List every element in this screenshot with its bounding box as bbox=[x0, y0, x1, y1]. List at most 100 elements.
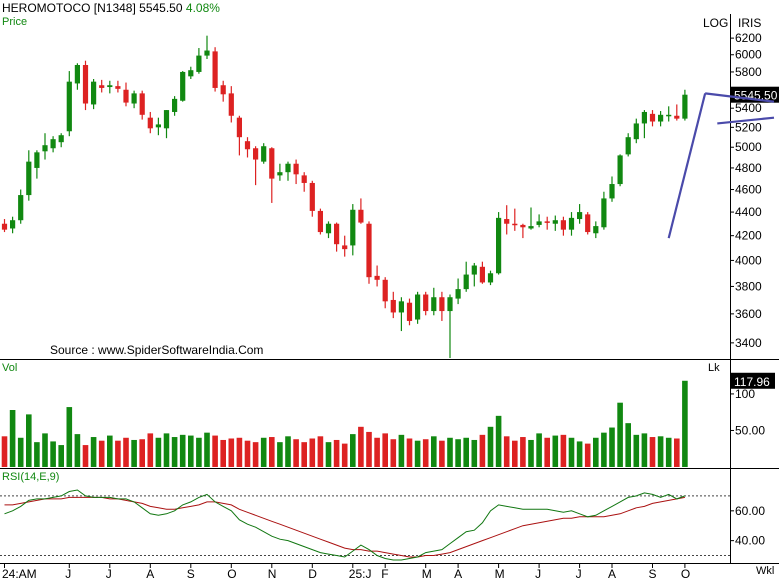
volume-bar bbox=[325, 442, 332, 467]
month-tick-label: O bbox=[227, 567, 236, 581]
candle-down bbox=[382, 279, 388, 302]
candle-up bbox=[325, 223, 332, 234]
candle-down bbox=[317, 210, 323, 233]
volume-bar bbox=[147, 433, 154, 467]
month-tick-label: S bbox=[187, 567, 195, 581]
candle-up bbox=[172, 98, 178, 112]
volume-bar bbox=[657, 436, 664, 467]
volume-bar bbox=[82, 445, 89, 467]
candle-down bbox=[301, 175, 307, 183]
volume-bar bbox=[42, 433, 48, 467]
candle-up bbox=[682, 94, 688, 119]
volume-bar bbox=[479, 434, 486, 467]
volume-bar bbox=[139, 439, 145, 467]
candle-down bbox=[115, 86, 121, 89]
volume-bar bbox=[301, 442, 307, 467]
timeframe-label[interactable]: Wkl bbox=[756, 565, 775, 577]
change-pct-label: 4.08% bbox=[185, 1, 220, 15]
volume-bar bbox=[204, 432, 210, 467]
candle-up bbox=[666, 114, 672, 117]
candle-up bbox=[50, 139, 56, 149]
volume-bar bbox=[155, 437, 162, 467]
candle-down bbox=[358, 209, 364, 223]
trendline bbox=[717, 116, 775, 125]
volume-bar bbox=[220, 439, 226, 467]
candle-down bbox=[366, 223, 372, 278]
volume-bar bbox=[90, 437, 97, 467]
volume-bar bbox=[601, 432, 607, 467]
candle-up bbox=[455, 289, 461, 299]
volume-bar bbox=[674, 438, 680, 467]
month-tick-label: F bbox=[381, 567, 388, 581]
price-tick-label: 3800 bbox=[735, 279, 762, 293]
rsi-panel-label: RSI(14,E,9) bbox=[2, 471, 60, 483]
volume-bar bbox=[58, 445, 64, 467]
candle-up bbox=[285, 163, 291, 173]
candle-down bbox=[374, 275, 380, 280]
volume-bar bbox=[390, 439, 397, 467]
volume-tick-label: 100 bbox=[735, 387, 755, 401]
volume-bar bbox=[528, 439, 534, 467]
iris-label[interactable]: IRIS bbox=[738, 16, 762, 30]
volume-bar bbox=[188, 435, 194, 467]
candle-up bbox=[471, 265, 477, 275]
volume-bar bbox=[665, 437, 672, 467]
candle-down bbox=[253, 148, 259, 160]
volume-bar bbox=[471, 439, 478, 467]
candle-down bbox=[269, 148, 275, 179]
log-scale-label[interactable]: LOG bbox=[703, 16, 729, 30]
price-tick-label: 4200 bbox=[735, 229, 762, 243]
price-tick-label: 4800 bbox=[735, 161, 762, 175]
volume-bar bbox=[682, 380, 688, 467]
volume-bar bbox=[131, 439, 137, 467]
candle-down bbox=[423, 294, 429, 312]
volume-bar bbox=[576, 441, 583, 467]
volume-bar bbox=[9, 410, 16, 467]
candle-down bbox=[236, 117, 242, 138]
volume-bar bbox=[584, 443, 591, 467]
candle-up bbox=[568, 217, 575, 230]
candle-up bbox=[641, 111, 647, 124]
candle-up bbox=[398, 301, 404, 313]
candle-up bbox=[552, 220, 558, 224]
candle-up bbox=[431, 297, 437, 312]
month-tick-label: J bbox=[576, 567, 582, 581]
price-tick-label: 3600 bbox=[735, 307, 762, 321]
volume-bar bbox=[123, 437, 129, 467]
month-tick-label: A bbox=[454, 567, 462, 581]
last-volume-label: 117.96 bbox=[734, 375, 770, 389]
volume-bar bbox=[358, 426, 364, 467]
candle-down bbox=[585, 214, 591, 233]
volume-bar bbox=[552, 435, 559, 467]
volume-bar bbox=[625, 423, 631, 467]
candle-down bbox=[560, 220, 566, 230]
month-tick-label: 24:AM bbox=[2, 567, 37, 581]
symbol-label: HEROMOTOCO [N1348] bbox=[2, 1, 136, 15]
month-tick-label: 25:J bbox=[349, 567, 372, 581]
volume-bar bbox=[107, 435, 113, 467]
trendline bbox=[705, 92, 775, 103]
candle-up bbox=[617, 155, 623, 185]
candle-down bbox=[390, 299, 396, 313]
candle-down bbox=[293, 163, 299, 175]
volume-bar bbox=[252, 442, 259, 467]
volume-bar bbox=[520, 437, 526, 467]
candle-up bbox=[593, 226, 599, 234]
candle-up bbox=[42, 145, 48, 152]
price-tick-label: 5400 bbox=[735, 101, 762, 115]
volume-bar bbox=[1, 436, 8, 467]
candle-up bbox=[277, 172, 283, 176]
volume-bar bbox=[196, 437, 202, 467]
candle-up bbox=[196, 55, 202, 72]
volume-bar bbox=[277, 442, 283, 467]
month-tick-label: J bbox=[65, 567, 71, 581]
volume-bar bbox=[487, 426, 494, 467]
month-tick-label: M bbox=[422, 567, 432, 581]
volume-bar bbox=[260, 437, 267, 467]
candle-up bbox=[536, 221, 542, 225]
volume-bar bbox=[422, 439, 429, 467]
volume-unit-label: Lk bbox=[708, 362, 720, 374]
candle-down bbox=[342, 245, 348, 250]
